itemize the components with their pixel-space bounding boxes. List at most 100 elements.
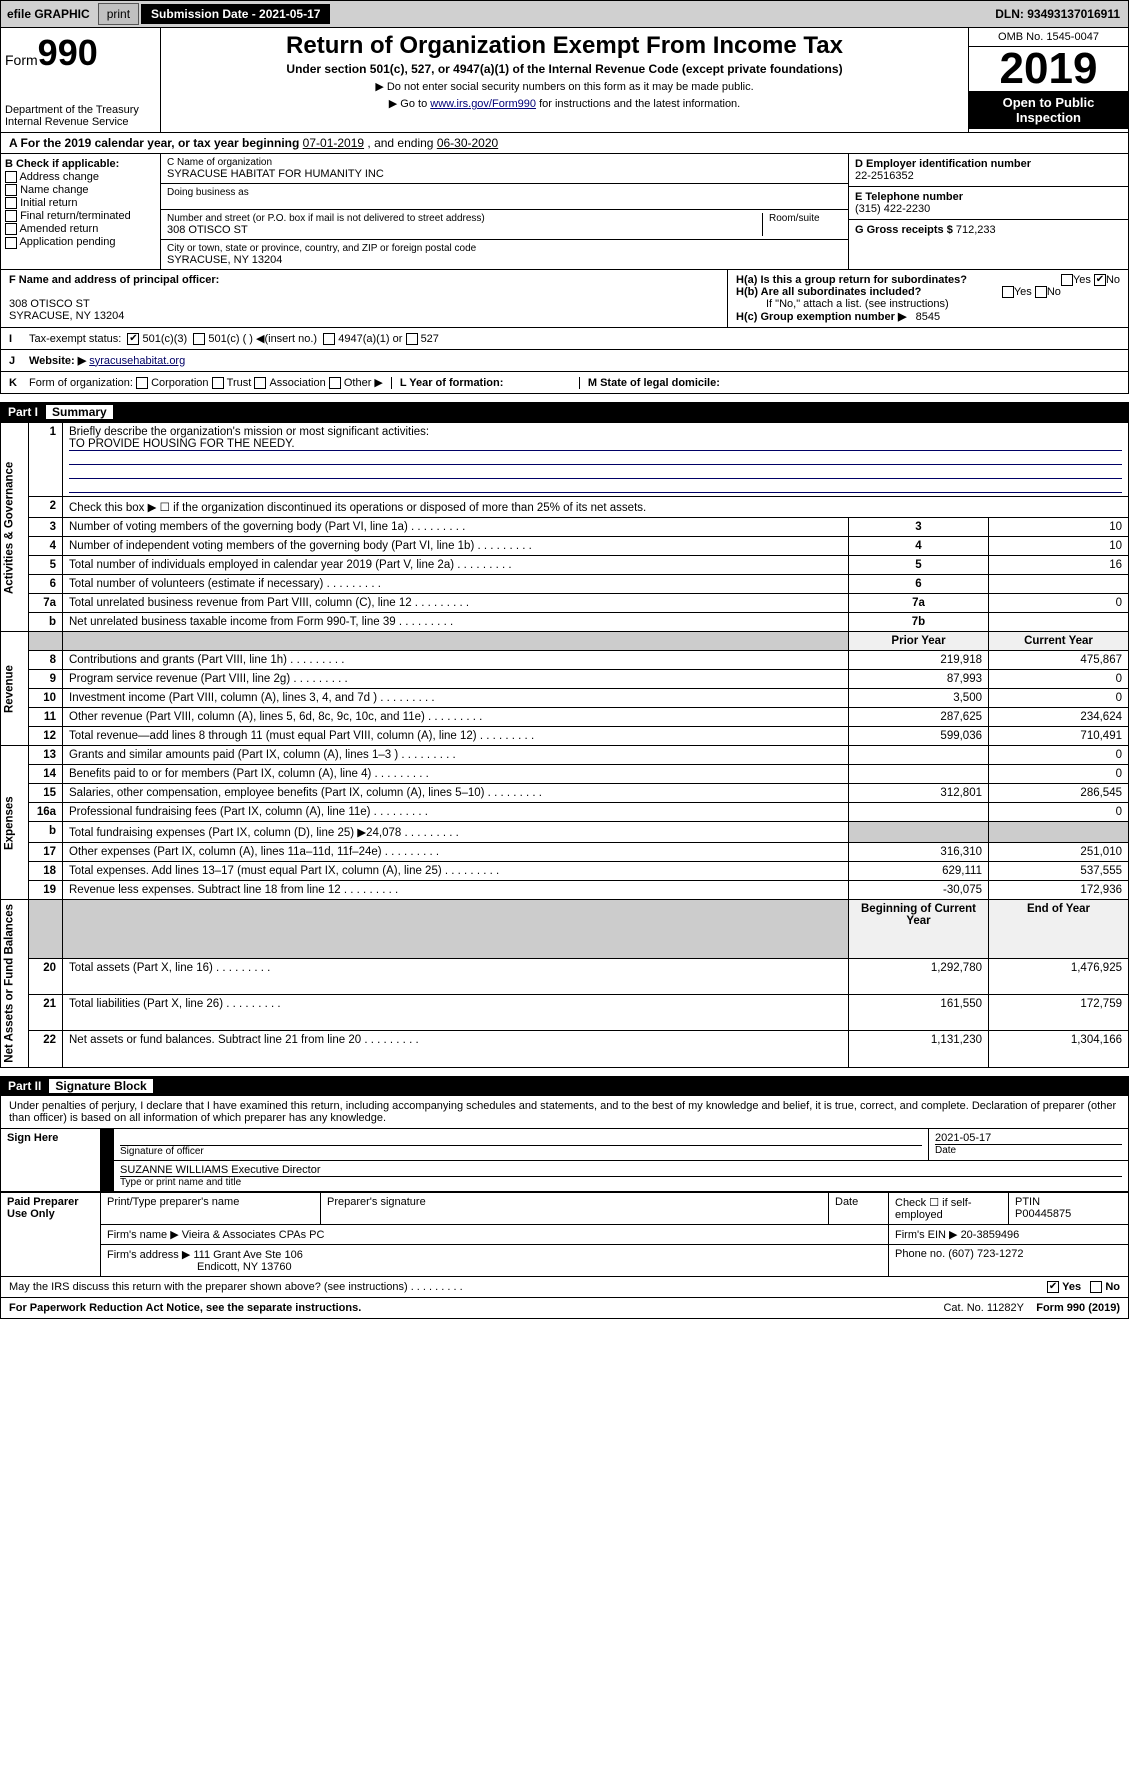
row-j: J Website: ▶ syracusehabitat.org: [0, 350, 1129, 372]
declaration: Under penalties of perjury, I declare th…: [0, 1096, 1129, 1128]
cb-527[interactable]: [406, 333, 418, 345]
officer-label: F Name and address of principal officer:: [9, 274, 219, 286]
line-val: 10: [989, 537, 1129, 556]
prior-year: -30,075: [849, 881, 989, 900]
line-text: Other expenses (Part IX, column (A), lin…: [63, 843, 849, 862]
firm-phone-label: Phone no.: [895, 1248, 945, 1260]
prior-year: [849, 746, 989, 765]
cb-final-return[interactable]: Final return/terminated: [5, 210, 156, 222]
line-text: Salaries, other compensation, employee b…: [63, 784, 849, 803]
prior-year: 219,918: [849, 651, 989, 670]
block-b: B Check if applicable: Address change Na…: [1, 154, 161, 269]
cb-other[interactable]: [329, 377, 341, 389]
part2-title: Signature Block: [49, 1079, 152, 1093]
footer-cat: Cat. No. 11282Y: [943, 1302, 1024, 1314]
cb-assoc[interactable]: [254, 377, 266, 389]
line-num: 13: [29, 746, 63, 765]
prep-sig-label: Preparer's signature: [321, 1192, 829, 1224]
cb-application-pending[interactable]: Application pending: [5, 236, 156, 248]
opt-trust: Trust: [227, 377, 252, 389]
opt-other: Other ▶: [344, 376, 383, 389]
form-note2: ▶ Go to www.irs.gov/Form990 for instruct…: [165, 97, 964, 110]
year-end: 06-30-2020: [437, 136, 498, 150]
line-num: 11: [29, 708, 63, 727]
firm-ein-label: Firm's EIN ▶: [895, 1229, 958, 1241]
current-year: 475,867: [989, 651, 1129, 670]
addr-label: Number and street (or P.O. box if mail i…: [167, 213, 762, 224]
dba-label: Doing business as: [167, 187, 842, 198]
sig-name-label: Type or print name and title: [120, 1177, 1122, 1188]
opt-501c3: 501(c)(3): [143, 333, 188, 345]
line-num: 16a: [29, 803, 63, 822]
firm-label: Firm's name ▶: [107, 1229, 179, 1241]
officer-addr2: SYRACUSE, NY 13204: [9, 310, 124, 322]
j-text: Website: ▶: [29, 354, 86, 367]
form-header: Form990 Department of the Treasury Inter…: [0, 28, 1129, 133]
cb-amended-return[interactable]: Amended return: [5, 223, 156, 235]
cb-initial-return[interactable]: Initial return: [5, 197, 156, 209]
line-text: Benefits paid to or for members (Part IX…: [63, 765, 849, 784]
group-label: Expenses: [1, 746, 29, 900]
cb-501c3[interactable]: ✔: [127, 333, 139, 345]
discuss-text: May the IRS discuss this return with the…: [9, 1281, 463, 1293]
prep-name-label: Print/Type preparer's name: [101, 1192, 321, 1224]
firm-addr-label: Firm's address ▶: [107, 1249, 190, 1261]
discuss-yes-cb[interactable]: ✔: [1047, 1281, 1059, 1293]
current-year: 0: [989, 689, 1129, 708]
prior-year: [849, 803, 989, 822]
officer-addr1: 308 OTISCO ST: [9, 298, 90, 310]
prior-year: [849, 822, 989, 843]
print-button[interactable]: print: [98, 3, 139, 25]
line-text: Net assets or fund balances. Subtract li…: [63, 1031, 849, 1067]
cb-4947[interactable]: [323, 333, 335, 345]
ha-yes: Yes: [1073, 274, 1091, 286]
city-label: City or town, state or province, country…: [167, 243, 842, 254]
irs-link[interactable]: www.irs.gov/Form990: [430, 98, 536, 110]
current-year: 710,491: [989, 727, 1129, 746]
current-year: 234,624: [989, 708, 1129, 727]
block-fh: F Name and address of principal officer:…: [0, 270, 1129, 328]
room-label: Room/suite: [769, 213, 842, 224]
cb-trust[interactable]: [212, 377, 224, 389]
current-year: 0: [989, 765, 1129, 784]
opt-assoc: Association: [269, 377, 325, 389]
prior-year: 312,801: [849, 784, 989, 803]
i-text: Tax-exempt status:: [29, 333, 121, 345]
cb-name-change[interactable]: Name change: [5, 184, 156, 196]
line-box: 7b: [849, 613, 989, 632]
cb-501c[interactable]: [193, 333, 205, 345]
section-a-mid: , and ending: [367, 136, 436, 150]
line-text: Check this box ▶ ☐ if the organization d…: [63, 497, 1129, 518]
firm-addr-val: 111 Grant Ave Ste 106: [193, 1249, 302, 1261]
ha-no: No: [1106, 274, 1120, 286]
line-num: 21: [29, 995, 63, 1031]
sig-date: 2021-05-17: [935, 1132, 1122, 1145]
line-num: 4: [29, 537, 63, 556]
form-word: Form: [5, 52, 38, 68]
website-link[interactable]: syracusehabitat.org: [89, 355, 185, 367]
line-num: 20: [29, 959, 63, 995]
block-b-header: B Check if applicable:: [5, 158, 119, 170]
group-label: Activities & Governance: [1, 423, 29, 632]
line-text: Program service revenue (Part VIII, line…: [63, 670, 849, 689]
discuss-row: May the IRS discuss this return with the…: [0, 1277, 1129, 1298]
cb-address-change[interactable]: Address change: [5, 171, 156, 183]
line-text: Total number of individuals employed in …: [63, 556, 849, 575]
gross-value: 712,233: [956, 224, 996, 236]
line-num: 19: [29, 881, 63, 900]
col-prior: Prior Year: [849, 632, 989, 651]
sig-date-label: Date: [935, 1145, 1122, 1156]
line-text: Total unrelated business revenue from Pa…: [63, 594, 849, 613]
tax-year: 2019: [969, 47, 1128, 91]
line-box: 7a: [849, 594, 989, 613]
prior-year: 161,550: [849, 995, 989, 1031]
ha-label: H(a) Is this a group return for subordin…: [736, 274, 967, 286]
cb-corp[interactable]: [136, 377, 148, 389]
block-bcdeg: B Check if applicable: Address change Na…: [0, 154, 1129, 270]
col-current: End of Year: [989, 900, 1129, 959]
note2a: ▶ Go to: [389, 98, 430, 110]
line-val: [989, 575, 1129, 594]
line-num: 2: [29, 497, 63, 518]
opt-4947: 4947(a)(1) or: [338, 333, 402, 345]
discuss-no-cb[interactable]: [1090, 1281, 1102, 1293]
